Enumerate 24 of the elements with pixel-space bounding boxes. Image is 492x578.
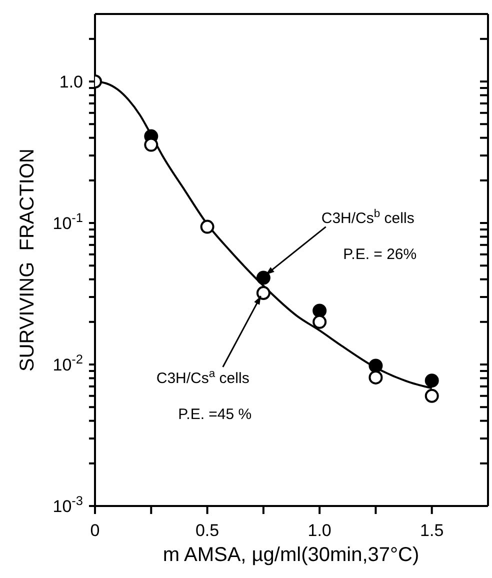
point xyxy=(144,138,158,152)
annotation: P.E. = 26% xyxy=(343,246,417,263)
y-tick-label: 1.0 xyxy=(59,72,83,92)
point xyxy=(256,286,270,300)
y-tick-label: 10$^{-3}$ xyxy=(52,492,83,516)
point xyxy=(424,388,439,403)
point xyxy=(424,374,439,388)
y-axis-title: SURVIVING FRACTION xyxy=(16,148,40,372)
point xyxy=(368,370,383,384)
point xyxy=(200,220,214,234)
annotation: C3H/Cs$^{a}$ cells xyxy=(156,368,250,388)
y-tick-label: 10$^{-2}$ xyxy=(52,351,83,375)
x-axis-title: m AMSA, µg/ml(30min,37°C) xyxy=(162,544,420,567)
annotation: P.E. =45 % xyxy=(178,406,252,424)
y-tick-label: 10$^{-1}$ xyxy=(52,210,83,234)
x-tick-label: 1.0 xyxy=(308,521,332,540)
point xyxy=(368,358,383,373)
x-tick-label: 1.5 xyxy=(420,521,444,540)
point xyxy=(256,270,270,285)
point xyxy=(312,314,327,329)
annotation: C3H/Cs$^{b}$ cells xyxy=(321,208,414,227)
x-tick-label: 0.5 xyxy=(195,521,220,540)
x-tick-label: 0 xyxy=(90,521,100,540)
point xyxy=(312,304,327,318)
